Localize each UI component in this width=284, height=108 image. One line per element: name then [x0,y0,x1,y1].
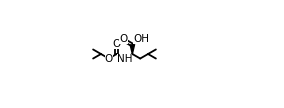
Text: O: O [105,54,113,64]
Text: NH: NH [117,54,132,64]
Text: O: O [119,34,128,44]
Text: OH: OH [133,34,149,44]
Polygon shape [130,45,135,54]
Text: O: O [112,39,121,49]
